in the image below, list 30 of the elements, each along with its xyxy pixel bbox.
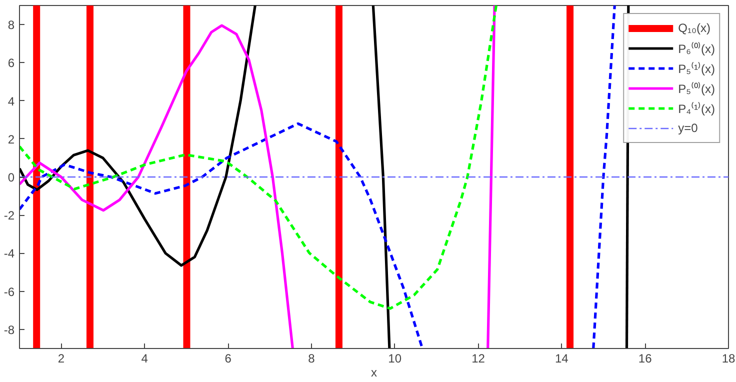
y-tick-label: -4 [4, 246, 15, 261]
x-tick-label: 16 [638, 352, 652, 366]
legend-label: y=0 [678, 121, 698, 135]
x-tick-label: 10 [388, 352, 402, 366]
legend-label: P₅⁽⁰⁾(x) [678, 80, 715, 96]
y-tick-label: 2 [8, 132, 15, 146]
x-tick-label: 8 [308, 352, 316, 366]
legend-label: P₅⁽¹⁾(x) [678, 60, 715, 76]
line-series [20, 6, 498, 310]
x-tick-label: 14 [555, 352, 569, 366]
line-series [20, 122, 424, 348]
legend-label: Q₁₀(x) [678, 21, 710, 35]
legend-label: P₆⁽⁰⁾(x) [678, 40, 715, 56]
legend-label: P₄⁽¹⁾(x) [678, 100, 715, 116]
x-tick-label: 18 [722, 352, 736, 366]
y-tick-label: -8 [4, 322, 15, 337]
x-tick-label: 6 [224, 352, 232, 366]
line-series [592, 6, 616, 348]
x-tick-label: 4 [141, 352, 148, 366]
y-tick-label: 8 [8, 18, 15, 32]
y-tick-label: -6 [4, 284, 15, 299]
y-tick-label: 0 [8, 170, 15, 184]
line-series [20, 24, 294, 348]
x-axis-title: x [371, 366, 377, 380]
x-tick-label: 12 [472, 352, 486, 366]
y-tick-label: -2 [4, 208, 15, 223]
y-tick-label: 4 [8, 94, 15, 108]
line-series [20, 6, 256, 267]
y-tick-label: 6 [8, 56, 15, 70]
x-tick-label: 2 [58, 352, 65, 366]
